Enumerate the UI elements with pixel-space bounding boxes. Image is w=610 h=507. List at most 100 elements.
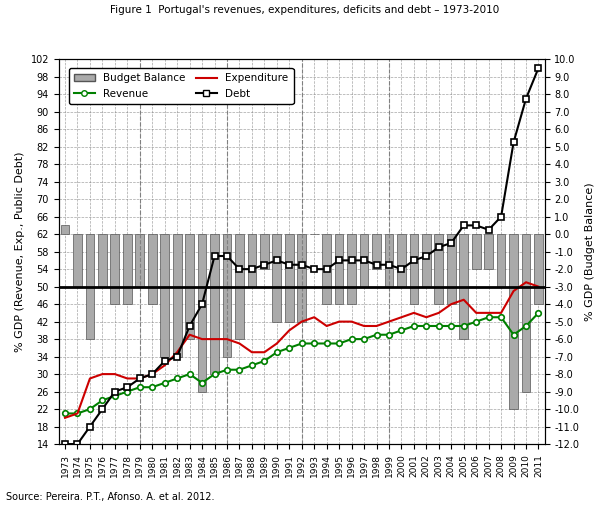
Line: Expenditure: Expenditure	[65, 282, 539, 418]
Debt	[161, 358, 168, 364]
Revenue	[423, 323, 430, 329]
Revenue	[386, 332, 393, 338]
Debt	[99, 406, 106, 412]
Expenditure	[260, 349, 268, 355]
Expenditure	[223, 336, 231, 342]
Bar	[260, 234, 269, 269]
Debt	[223, 253, 231, 259]
Debt	[460, 223, 467, 229]
Revenue	[373, 332, 380, 338]
Line: Debt: Debt	[62, 64, 542, 448]
Debt	[198, 301, 206, 307]
Debt	[535, 65, 542, 71]
Bar	[273, 234, 281, 321]
Debt	[473, 223, 480, 229]
Bar	[198, 234, 206, 391]
Debt	[86, 423, 93, 429]
Debt	[273, 258, 281, 264]
Revenue	[460, 323, 467, 329]
Revenue	[223, 367, 231, 373]
Revenue	[323, 340, 331, 346]
Expenditure	[111, 371, 118, 377]
Y-axis label: % GDP (Budget Balance): % GDP (Budget Balance)	[585, 183, 595, 321]
Bar	[98, 234, 107, 286]
Bar	[223, 234, 231, 356]
Expenditure	[373, 323, 380, 329]
Debt	[310, 266, 318, 272]
Bar	[135, 234, 144, 286]
Bar	[60, 226, 70, 234]
Expenditure	[336, 318, 343, 324]
Bar	[347, 234, 356, 304]
Revenue	[273, 349, 281, 355]
Bar	[160, 234, 169, 356]
Debt	[111, 388, 118, 394]
Bar	[298, 234, 306, 321]
Debt	[411, 258, 418, 264]
Y-axis label: % GDP (Revenue, Exp., Public Debt): % GDP (Revenue, Exp., Public Debt)	[15, 152, 25, 352]
Bar	[472, 234, 481, 269]
Bar	[85, 234, 95, 339]
Expenditure	[423, 314, 430, 320]
Bar	[447, 234, 456, 304]
Revenue	[186, 371, 193, 377]
Bar	[509, 234, 518, 409]
Revenue	[173, 375, 181, 381]
Expenditure	[411, 310, 418, 316]
Expenditure	[149, 371, 156, 377]
Bar	[248, 234, 256, 286]
Revenue	[111, 393, 118, 399]
Bar	[534, 234, 543, 304]
Debt	[423, 253, 430, 259]
Expenditure	[535, 283, 542, 289]
Debt	[323, 266, 331, 272]
Debt	[522, 95, 529, 101]
Revenue	[485, 314, 492, 320]
Revenue	[149, 384, 156, 390]
Expenditure	[74, 410, 81, 416]
Expenditure	[124, 375, 131, 381]
Expenditure	[298, 318, 306, 324]
Bar	[422, 234, 431, 286]
Bar	[459, 234, 468, 339]
Bar	[123, 234, 132, 304]
Debt	[173, 353, 181, 359]
Debt	[448, 240, 455, 246]
Expenditure	[136, 375, 143, 381]
Debt	[74, 441, 81, 447]
Revenue	[136, 384, 143, 390]
Revenue	[435, 323, 442, 329]
Expenditure	[348, 318, 355, 324]
Debt	[373, 262, 380, 268]
Debt	[361, 258, 368, 264]
Debt	[260, 262, 268, 268]
Expenditure	[198, 336, 206, 342]
Debt	[236, 266, 243, 272]
Bar	[335, 234, 343, 304]
Text: Figure 1  Portugal's revenues, expenditures, deficits and debt – 1973-2010: Figure 1 Portugal's revenues, expenditur…	[110, 5, 500, 15]
Expenditure	[86, 375, 93, 381]
Expenditure	[510, 288, 517, 294]
Revenue	[285, 345, 293, 351]
Expenditure	[186, 332, 193, 338]
Revenue	[86, 406, 93, 412]
Revenue	[348, 336, 355, 342]
Debt	[336, 258, 343, 264]
Revenue	[398, 328, 405, 334]
Bar	[210, 234, 219, 374]
Expenditure	[361, 323, 368, 329]
Revenue	[510, 332, 517, 338]
Debt	[435, 244, 442, 250]
Expenditure	[386, 318, 393, 324]
Revenue	[260, 358, 268, 364]
Bar	[409, 234, 418, 304]
Expenditure	[323, 323, 331, 329]
Revenue	[448, 323, 455, 329]
Debt	[398, 266, 405, 272]
Debt	[248, 266, 256, 272]
Debt	[211, 253, 218, 259]
Revenue	[248, 363, 256, 369]
Bar	[360, 234, 368, 286]
Revenue	[411, 323, 418, 329]
Line: Revenue: Revenue	[62, 310, 541, 416]
